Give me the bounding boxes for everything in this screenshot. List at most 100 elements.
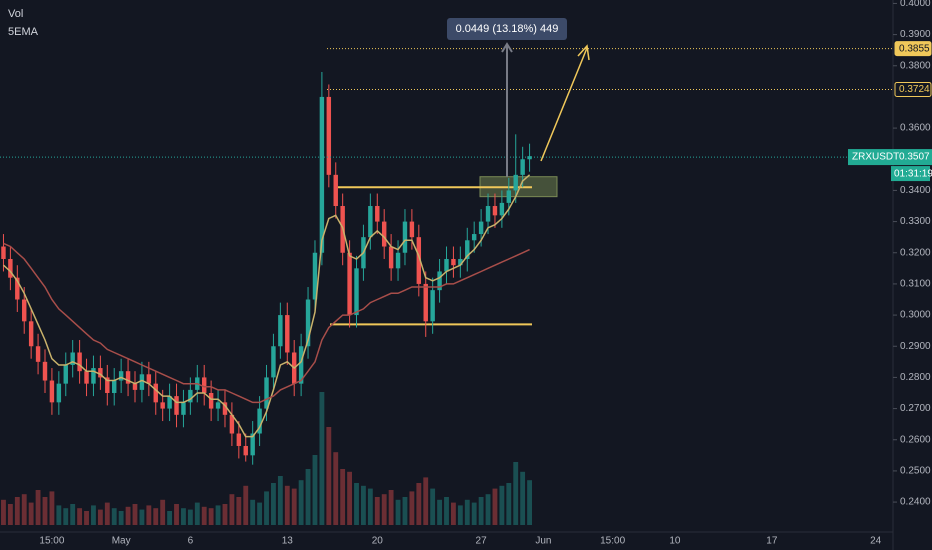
y-tick-label: 0.3800	[900, 60, 931, 71]
volume-bar	[478, 497, 484, 525]
volume-bar	[402, 497, 408, 525]
candle-body	[118, 371, 124, 381]
x-tick-label: 15:00	[39, 536, 64, 547]
candle-body	[388, 246, 394, 269]
level-badge	[894, 81, 932, 97]
candle-body	[513, 174, 518, 191]
candle-body	[146, 374, 152, 384]
volume-bar	[430, 488, 436, 525]
volume-bar	[125, 506, 131, 525]
y-tick-label: 0.2400	[900, 497, 931, 508]
candle-body	[492, 206, 498, 216]
candle-body	[236, 433, 242, 446]
candle-body	[257, 408, 262, 434]
y-tick-label: 0.2600	[900, 434, 931, 445]
x-tick-label: 17	[766, 536, 778, 547]
candle-body	[402, 221, 408, 253]
level-label: 0.3724	[899, 84, 930, 95]
candle-body	[347, 252, 352, 316]
y-tick-label: 0.2500	[900, 466, 931, 477]
candle-body	[222, 402, 228, 415]
x-tick-label: May	[112, 536, 131, 547]
candle-body	[91, 368, 96, 384]
volume-bar	[42, 497, 48, 525]
projection-arrow	[540, 47, 588, 162]
candle-body	[423, 283, 428, 322]
measure-label: 0.0449 (13.18%) 449	[456, 23, 559, 35]
candle-body	[520, 159, 525, 175]
volume-bar	[215, 505, 221, 525]
candle-body	[8, 258, 13, 278]
volume-bar	[499, 485, 505, 525]
volume-bar	[77, 508, 83, 525]
measure-box	[447, 18, 567, 40]
candle-body	[42, 361, 48, 381]
volume-bar	[326, 427, 332, 525]
candle-body	[153, 383, 158, 403]
volume-bar	[367, 488, 373, 525]
candle-body	[395, 252, 401, 269]
volume-bar	[354, 483, 359, 525]
candle-body	[264, 377, 269, 409]
candle-body	[368, 206, 373, 238]
candle-body	[174, 396, 179, 415]
volume-bar	[70, 504, 76, 525]
volume-bar	[181, 508, 186, 525]
candle-body	[326, 96, 332, 175]
volume-bar	[1, 499, 6, 525]
candle-body	[305, 299, 311, 347]
candle-body	[28, 321, 34, 347]
volume-bar	[97, 509, 103, 525]
candle-body	[22, 299, 27, 322]
candle-body	[208, 393, 214, 409]
candle-body	[465, 240, 470, 259]
volume-bar	[236, 497, 242, 525]
candle-body	[375, 206, 380, 222]
volume-bar	[187, 509, 193, 525]
candle-body	[409, 221, 415, 238]
volume-bar	[409, 491, 415, 525]
volume-bar	[374, 497, 380, 525]
candle-body	[160, 402, 165, 409]
y-tick-label: 0.3300	[900, 216, 931, 227]
volume-bar	[333, 452, 339, 525]
volume-bar	[527, 480, 532, 525]
candle-body	[527, 156, 532, 160]
candle-body	[444, 258, 449, 272]
candle-body	[201, 377, 207, 394]
x-tick-label: 20	[372, 536, 384, 547]
y-tick-label: 0.2800	[900, 372, 931, 383]
legend-vol: Vol	[8, 8, 23, 20]
countdown-label: 01:31:19	[894, 169, 932, 180]
candle-body	[139, 374, 145, 390]
countdown-badge	[891, 166, 930, 182]
volume-bar	[49, 491, 55, 525]
volume-bar	[305, 469, 311, 525]
candle-body	[77, 352, 82, 372]
candle-body	[499, 202, 505, 216]
volume-bar	[167, 511, 173, 525]
volume-bar	[361, 485, 366, 525]
y-tick-label: 0.2700	[900, 403, 931, 414]
y-tick-label: 0.2900	[900, 341, 931, 352]
volume-bar	[132, 504, 138, 525]
volume-bar	[208, 508, 214, 525]
candle-body	[506, 190, 512, 203]
volume-bar	[91, 505, 96, 525]
volume-bar	[146, 505, 152, 525]
candle-body	[451, 258, 456, 266]
volume-bar	[450, 502, 456, 525]
volume-bar	[104, 502, 110, 525]
measure-arrowhead	[501, 42, 513, 53]
level-label: 0.3855	[899, 43, 930, 54]
volume-bar	[416, 483, 422, 525]
y-tick-label: 0.3100	[900, 279, 931, 290]
volume-bar	[7, 504, 13, 525]
ema-line	[2, 174, 531, 438]
candle-body	[312, 252, 318, 300]
volume-bar	[264, 491, 269, 525]
x-tick-label: 27	[476, 536, 488, 547]
volume-bar	[56, 505, 62, 525]
